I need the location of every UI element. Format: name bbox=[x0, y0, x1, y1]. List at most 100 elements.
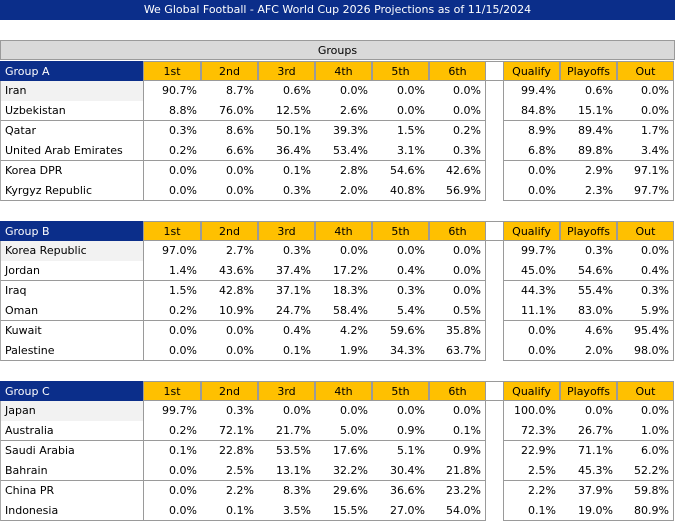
cell-value: 12.5% bbox=[258, 101, 315, 121]
cell-value: 2.3% bbox=[560, 181, 617, 201]
team-name: Jordan bbox=[0, 261, 143, 281]
cell-value: 22.8% bbox=[219, 444, 254, 457]
cell-value: 0.4% bbox=[617, 261, 674, 281]
cell-value: 76.0% bbox=[201, 101, 258, 121]
cell-value: 8.7% bbox=[226, 84, 254, 97]
cell-value: 6.8% bbox=[503, 141, 560, 161]
cell-value: 0.3% bbox=[226, 404, 254, 417]
cell-value: 95.4% bbox=[617, 321, 674, 341]
team-name: Bahrain bbox=[0, 461, 143, 481]
cell-value: 83.0% bbox=[560, 301, 617, 321]
cell-value: 2.0% bbox=[560, 341, 617, 361]
column-header: 1st bbox=[143, 221, 201, 241]
cell-value: 0.0% bbox=[429, 241, 486, 261]
column-header: Out bbox=[617, 221, 674, 241]
cell-value: 6.0% bbox=[617, 441, 674, 461]
cell-value: 0.0% bbox=[617, 101, 674, 121]
cell-value: 0.0% bbox=[143, 181, 201, 201]
team-name: Oman bbox=[0, 301, 143, 321]
column-header: Qualify bbox=[503, 221, 560, 241]
cell-value: 0.0% bbox=[201, 341, 258, 361]
cell-value: 89.4% bbox=[578, 124, 613, 137]
cell-value: 42.8% bbox=[219, 284, 254, 297]
group-name: Group B bbox=[0, 221, 143, 241]
cell-value: 0.0% bbox=[143, 321, 201, 341]
cell-value: 59.6% bbox=[390, 324, 425, 337]
cell-value: 21.7% bbox=[258, 421, 315, 441]
cell-value: 0.0% bbox=[143, 501, 201, 521]
cell-value: 0.0% bbox=[340, 244, 368, 257]
cell-value: 55.4% bbox=[578, 284, 613, 297]
cell-value: 99.4% bbox=[503, 81, 560, 101]
cell-value: 45.3% bbox=[560, 461, 617, 481]
cell-value: 0.9% bbox=[372, 421, 429, 441]
cell-value: 5.9% bbox=[617, 301, 674, 321]
cell-value: 37.1% bbox=[276, 284, 311, 297]
column-header: 3rd bbox=[258, 61, 315, 81]
cell-value: 84.8% bbox=[503, 101, 560, 121]
cell-value: 0.1% bbox=[201, 501, 258, 521]
column-header: 3rd bbox=[258, 381, 315, 401]
cell-value: 26.7% bbox=[560, 421, 617, 441]
cell-value: 15.1% bbox=[560, 101, 617, 121]
team-name: Korea Republic bbox=[0, 241, 143, 261]
cell-value: 0.3% bbox=[397, 284, 425, 297]
cell-value: 0.0% bbox=[397, 84, 425, 97]
cell-value: 30.4% bbox=[372, 461, 429, 481]
cell-value: 22.9% bbox=[503, 441, 560, 461]
gap bbox=[486, 221, 503, 241]
column-header: 1st bbox=[143, 381, 201, 401]
cell-value: 0.1% bbox=[258, 341, 315, 361]
cell-value: 1.0% bbox=[617, 421, 674, 441]
cell-value: 21.8% bbox=[429, 461, 486, 481]
cell-value: 2.5% bbox=[503, 461, 560, 481]
cell-value: 0.0% bbox=[143, 461, 201, 481]
cell-value: 15.5% bbox=[315, 501, 372, 521]
cell-value: 0.6% bbox=[585, 84, 613, 97]
column-header: 6th bbox=[429, 381, 486, 401]
cell-value: 56.9% bbox=[429, 181, 486, 201]
cell-value: 0.0% bbox=[397, 404, 425, 417]
cell-value: 0.0% bbox=[429, 401, 486, 421]
cell-value: 0.0% bbox=[201, 181, 258, 201]
cell-value: 58.4% bbox=[315, 301, 372, 321]
cell-value: 0.0% bbox=[429, 101, 486, 121]
cell-value: 1.5% bbox=[143, 281, 201, 301]
cell-value: 19.0% bbox=[560, 501, 617, 521]
cell-value: 0.3% bbox=[429, 141, 486, 161]
cell-value: 8.8% bbox=[143, 101, 201, 121]
team-name: Iran bbox=[0, 81, 143, 101]
cell-value: 0.0% bbox=[226, 164, 254, 177]
gap bbox=[486, 61, 503, 81]
team-name: Qatar bbox=[0, 121, 143, 141]
cell-value: 0.9% bbox=[429, 441, 486, 461]
cell-value: 0.0% bbox=[617, 401, 674, 421]
cell-value: 99.7% bbox=[143, 401, 201, 421]
cell-value: 0.1% bbox=[283, 164, 311, 177]
cell-value: 40.8% bbox=[372, 181, 429, 201]
cell-value: 0.0% bbox=[617, 241, 674, 261]
team-name: Palestine bbox=[0, 341, 143, 361]
cell-value: 13.1% bbox=[258, 461, 315, 481]
cell-value: 17.2% bbox=[315, 261, 372, 281]
cell-value: 50.1% bbox=[276, 124, 311, 137]
cell-value: 54.0% bbox=[429, 501, 486, 521]
column-header: 5th bbox=[372, 61, 429, 81]
cell-value: 0.1% bbox=[143, 441, 201, 461]
cell-value: 0.2% bbox=[143, 141, 201, 161]
cell-value: 0.0% bbox=[617, 81, 674, 101]
cell-value: 97.7% bbox=[617, 181, 674, 201]
column-header: 2nd bbox=[201, 381, 258, 401]
cell-value: 0.3% bbox=[143, 121, 201, 141]
cell-value: 0.3% bbox=[617, 281, 674, 301]
cell-value: 8.3% bbox=[283, 484, 311, 497]
cell-value: 0.0% bbox=[429, 81, 486, 101]
cell-value: 0.1% bbox=[429, 421, 486, 441]
column-header: 2nd bbox=[201, 221, 258, 241]
cell-value: 3.1% bbox=[372, 141, 429, 161]
cell-value: 71.1% bbox=[578, 444, 613, 457]
cell-value: 54.6% bbox=[560, 261, 617, 281]
cell-value: 35.8% bbox=[429, 321, 486, 341]
cell-value: 23.2% bbox=[429, 481, 486, 501]
